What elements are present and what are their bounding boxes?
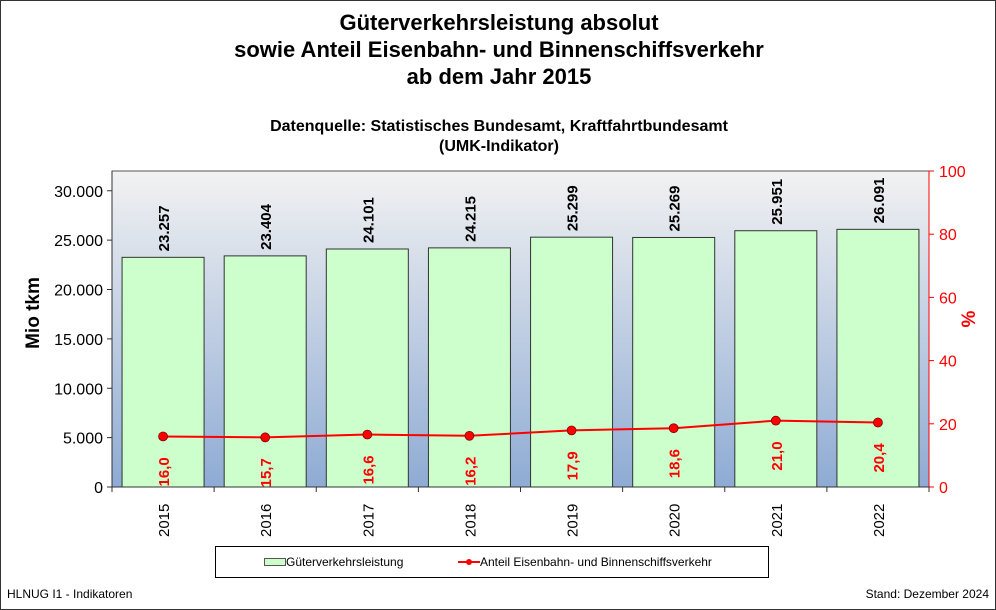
- y2-tick-label: 0: [939, 480, 948, 497]
- line-data-label: 17,9: [565, 451, 582, 480]
- bar-data-label: 25.269: [667, 186, 684, 232]
- title-line: Güterverkehrsleistung absolut: [339, 10, 659, 35]
- line-point: [260, 432, 271, 443]
- line-data-label: 21,0: [769, 441, 786, 470]
- line-data-label: 18,6: [667, 449, 684, 478]
- y-tick-label: 15.000: [54, 332, 103, 349]
- legend-label: Güterverkehrsleistung: [286, 555, 404, 569]
- title-line: sowie Anteil Eisenbahn- und Binnenschiff…: [234, 37, 764, 62]
- x-tick-label: 2017: [360, 504, 377, 537]
- legend-item-line: Anteil Eisenbahn- und Binnenschiffsverke…: [458, 555, 712, 569]
- line-data-label: 20,4: [871, 443, 888, 473]
- line-data-label: 15,7: [258, 458, 275, 487]
- y2-tick-label: 60: [939, 290, 957, 307]
- chart-subtitle: Datenquelle: Statistisches Bundesamt, Kr…: [1, 117, 995, 157]
- line-point: [770, 415, 781, 426]
- legend-line-marker-icon: [458, 559, 480, 565]
- x-tick-label: 2015: [156, 504, 173, 537]
- bar-data-label: 24.215: [462, 196, 479, 242]
- title-line: ab dem Jahr 2015: [406, 64, 592, 89]
- bar-data-label: 26.091: [871, 177, 888, 223]
- footer-source: HLNUG I1 - Indikatoren: [7, 587, 133, 601]
- legend: Güterverkehrsleistung Anteil Eisenbahn- …: [215, 546, 769, 578]
- bar-data-label: 25.951: [769, 179, 786, 225]
- subtitle-line: Datenquelle: Statistisches Bundesamt, Kr…: [270, 118, 728, 135]
- y2-tick-label: 80: [939, 227, 957, 244]
- line-point: [668, 423, 679, 434]
- bar: [530, 236, 614, 488]
- bar-data-label: 23.404: [258, 203, 275, 250]
- y-tick-label: 25.000: [54, 233, 103, 250]
- y2-tick-label: 40: [939, 354, 957, 371]
- x-tick-label: 2020: [667, 504, 684, 537]
- bar: [427, 247, 511, 488]
- line-point: [566, 425, 577, 436]
- chart-title: Güterverkehrsleistung absolut sowie Ante…: [1, 9, 995, 90]
- line-series: [163, 419, 878, 439]
- x-tick-label: 2016: [258, 504, 275, 537]
- line-data-label: 16,6: [360, 455, 377, 484]
- line-data-label: 16,0: [156, 457, 173, 486]
- y-tick-label: 0: [94, 480, 103, 497]
- x-tick-label: 2022: [871, 504, 888, 537]
- bar-data-label: 24.101: [360, 197, 377, 243]
- bar: [734, 230, 818, 488]
- x-tick-label: 2018: [462, 504, 479, 537]
- y-tick-label: 5.000: [63, 431, 103, 448]
- legend-label: Anteil Eisenbahn- und Binnenschiffsverke…: [480, 555, 712, 569]
- x-tick-label: 2019: [565, 504, 582, 537]
- line-data-label: 16,2: [462, 457, 479, 486]
- y-axis-label: Mio tkm: [23, 277, 44, 349]
- y-tick-label: 20.000: [54, 283, 103, 300]
- bar-data-label: 23.257: [156, 205, 173, 251]
- line-point: [464, 430, 475, 441]
- y2-tick-label: 100: [939, 164, 966, 181]
- line-point: [873, 417, 883, 428]
- y2-axis-label: %: [959, 310, 980, 327]
- line-point: [362, 429, 373, 440]
- y-tick-label: 10.000: [54, 381, 103, 398]
- bar: [836, 228, 920, 488]
- y2-tick-label: 20: [939, 417, 957, 434]
- legend-bar-swatch-icon: [264, 558, 286, 566]
- footer-date: Stand: Dezember 2024: [865, 587, 989, 601]
- bar: [121, 256, 205, 488]
- bar-data-label: 25.299: [565, 185, 582, 231]
- bar: [632, 236, 716, 488]
- bar: [325, 248, 409, 488]
- legend-item-bars: Güterverkehrsleistung: [264, 555, 403, 569]
- line-point: [158, 431, 168, 442]
- x-tick-label: 2021: [769, 504, 786, 537]
- bar: [223, 255, 307, 488]
- y-tick-label: 30.000: [54, 184, 103, 201]
- subtitle-line: (UMK-Indikator): [439, 138, 559, 155]
